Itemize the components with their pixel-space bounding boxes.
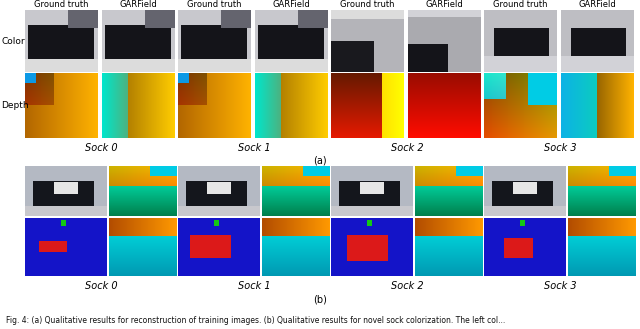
Text: Sock 3: Sock 3 xyxy=(544,143,577,153)
Text: (b): (b) xyxy=(313,295,327,305)
Text: Ground truth: Ground truth xyxy=(188,0,242,9)
Text: Color: Color xyxy=(1,37,25,45)
Text: Fig. 4: (a) Qualitative results for reconstruction of training images. (b) Quali: Fig. 4: (a) Qualitative results for reco… xyxy=(6,316,506,325)
Text: Sock 3: Sock 3 xyxy=(544,281,577,291)
Text: GARField: GARField xyxy=(579,0,616,9)
Text: Sock 2: Sock 2 xyxy=(391,143,424,153)
Text: Ground truth: Ground truth xyxy=(493,0,548,9)
Text: GARField: GARField xyxy=(426,0,463,9)
Text: Sock 0: Sock 0 xyxy=(85,143,118,153)
Text: Ground truth: Ground truth xyxy=(340,0,395,9)
Text: GARField: GARField xyxy=(120,0,157,9)
Text: Depth: Depth xyxy=(1,101,29,110)
Text: Sock 1: Sock 1 xyxy=(238,143,271,153)
Text: (a): (a) xyxy=(313,156,327,166)
Text: Ground truth: Ground truth xyxy=(35,0,89,9)
Text: GARField: GARField xyxy=(273,0,310,9)
Text: Sock 0: Sock 0 xyxy=(85,281,118,291)
Text: Sock 1: Sock 1 xyxy=(238,281,271,291)
Text: Sock 2: Sock 2 xyxy=(391,281,424,291)
